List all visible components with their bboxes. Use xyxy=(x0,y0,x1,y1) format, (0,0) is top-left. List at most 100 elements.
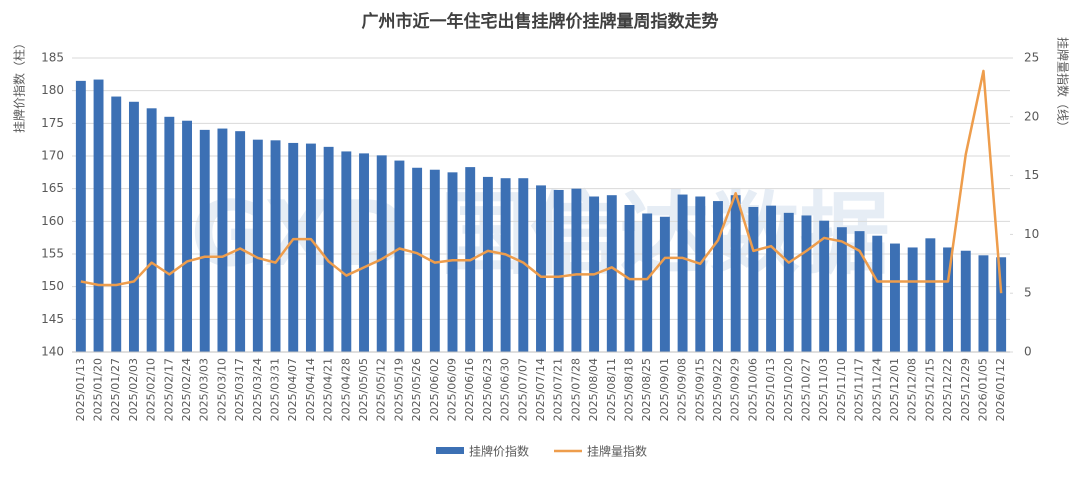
y-tick-label: 155 xyxy=(41,247,64,261)
x-tick-label: 2025/09/22 xyxy=(711,358,724,421)
x-tick-label: 2025/12/22 xyxy=(941,358,954,421)
y-tick-label: 165 xyxy=(41,181,64,195)
y2-tick-label: 5 xyxy=(1024,286,1032,300)
x-tick-label: 2025/11/24 xyxy=(870,358,883,421)
bar xyxy=(182,120,192,352)
x-tick-label: 2025/08/04 xyxy=(587,358,600,421)
bar xyxy=(164,116,175,352)
bar xyxy=(270,140,281,352)
x-tick-label: 2025/05/26 xyxy=(410,358,423,421)
y-tick-label: 160 xyxy=(41,214,64,228)
bar xyxy=(996,257,1007,352)
legend-swatch xyxy=(436,447,464,454)
x-tick-label: 2025/10/20 xyxy=(782,358,795,421)
y-tick-label: 170 xyxy=(41,149,64,163)
bar xyxy=(359,153,369,352)
bar xyxy=(447,172,458,352)
x-tick-label: 2025/06/30 xyxy=(499,358,512,421)
y-tick-label: 175 xyxy=(41,116,64,130)
x-tick-label: 2025/10/06 xyxy=(746,358,759,421)
x-tick-label: 2025/02/17 xyxy=(162,358,175,421)
bar xyxy=(925,238,936,352)
x-tick-label: 2025/04/21 xyxy=(322,358,335,421)
chart-title: 广州市近一年住宅出售挂牌价挂牌量周指数走势 xyxy=(362,11,719,32)
x-tick-label: 2025/03/17 xyxy=(233,358,246,421)
bar xyxy=(748,206,759,352)
y2-tick-label: 25 xyxy=(1024,51,1039,65)
x-tick-label: 2025/07/14 xyxy=(534,358,547,421)
bar xyxy=(536,185,546,352)
y2-tick-label: 10 xyxy=(1024,227,1039,241)
line xyxy=(80,69,1003,294)
y2-tick-label: 15 xyxy=(1024,168,1039,182)
x-tick-label: 2025/07/07 xyxy=(516,358,529,421)
bar xyxy=(199,129,210,352)
y2-axis-title: 挂牌量指数（线） xyxy=(1056,37,1071,133)
bar xyxy=(872,235,883,352)
x-tick-label: 2025/04/14 xyxy=(304,358,317,421)
x-tick-label: 2025/03/31 xyxy=(269,358,282,421)
x-tick-label: 2025/06/02 xyxy=(428,358,441,421)
x-tick-label: 2025/03/24 xyxy=(251,358,264,421)
legend-label: 挂牌量指数 xyxy=(587,444,647,459)
x-tick-label: 2025/02/10 xyxy=(145,358,158,421)
bar xyxy=(960,250,971,352)
x-tick-label: 2025/11/10 xyxy=(835,358,848,421)
bar xyxy=(836,227,847,352)
bar xyxy=(305,143,316,352)
x-tick-label: 2025/06/23 xyxy=(481,358,494,421)
bar xyxy=(695,196,706,352)
bar xyxy=(128,101,139,352)
x-tick-label: 2026/01/12 xyxy=(994,358,1007,421)
x-tick-label: 2025/02/03 xyxy=(127,358,140,421)
bar xyxy=(677,194,688,352)
x-tick-label: 2025/01/20 xyxy=(92,358,105,421)
x-tick-label: 2025/05/12 xyxy=(375,358,388,421)
x-tick-label: 2025/08/18 xyxy=(622,358,635,421)
x-tick-label: 2025/06/09 xyxy=(446,358,459,421)
x-tick-label: 2025/09/15 xyxy=(693,358,706,421)
x-tick-label: 2025/10/13 xyxy=(764,358,777,421)
bar xyxy=(111,96,122,353)
x-tick-label: 2025/07/21 xyxy=(552,358,565,421)
bar xyxy=(376,155,387,352)
y-tick-label: 140 xyxy=(41,345,64,359)
y-tick-label: 185 xyxy=(41,51,64,65)
bar xyxy=(146,108,157,352)
x-tick-label: 2025/10/27 xyxy=(799,358,812,421)
x-tick-label: 2025/12/08 xyxy=(906,358,919,421)
y-axis-title: 挂牌价指数（柱） xyxy=(12,37,27,133)
bar xyxy=(571,188,582,352)
y2-tick-label: 0 xyxy=(1024,345,1032,359)
y-tick-label: 150 xyxy=(41,279,64,293)
x-tick-label: 2025/09/01 xyxy=(658,358,671,421)
bar xyxy=(943,247,954,352)
bar xyxy=(217,128,228,352)
x-tick-label: 2025/12/29 xyxy=(959,358,972,421)
bar xyxy=(907,247,918,352)
bar xyxy=(890,243,900,352)
x-tick-label: 2025/04/07 xyxy=(286,358,299,421)
bar xyxy=(766,205,777,352)
bar xyxy=(412,167,423,352)
x-tick-label: 2025/05/19 xyxy=(392,358,405,421)
x-tick-label: 2025/07/28 xyxy=(569,358,582,421)
x-tick-label: 2025/01/27 xyxy=(109,358,122,421)
bar xyxy=(288,142,299,352)
bar xyxy=(75,80,86,352)
bar xyxy=(500,178,511,352)
bar xyxy=(93,79,104,352)
y-tick-label: 180 xyxy=(41,83,64,97)
x-tick-label: 2025/06/16 xyxy=(463,358,476,421)
x-tick-label: 2025/12/01 xyxy=(888,358,901,421)
x-tick-label: 2025/09/08 xyxy=(676,358,689,421)
x-tick-label: 2025/11/03 xyxy=(817,358,830,421)
y-tick-label: 145 xyxy=(41,312,64,326)
bar xyxy=(235,131,246,352)
y2-tick-label: 20 xyxy=(1024,109,1039,123)
bar xyxy=(659,216,670,352)
bar xyxy=(606,195,617,352)
legend-label: 挂牌价指数 xyxy=(469,444,529,459)
bar xyxy=(429,169,440,352)
bar xyxy=(518,178,529,352)
